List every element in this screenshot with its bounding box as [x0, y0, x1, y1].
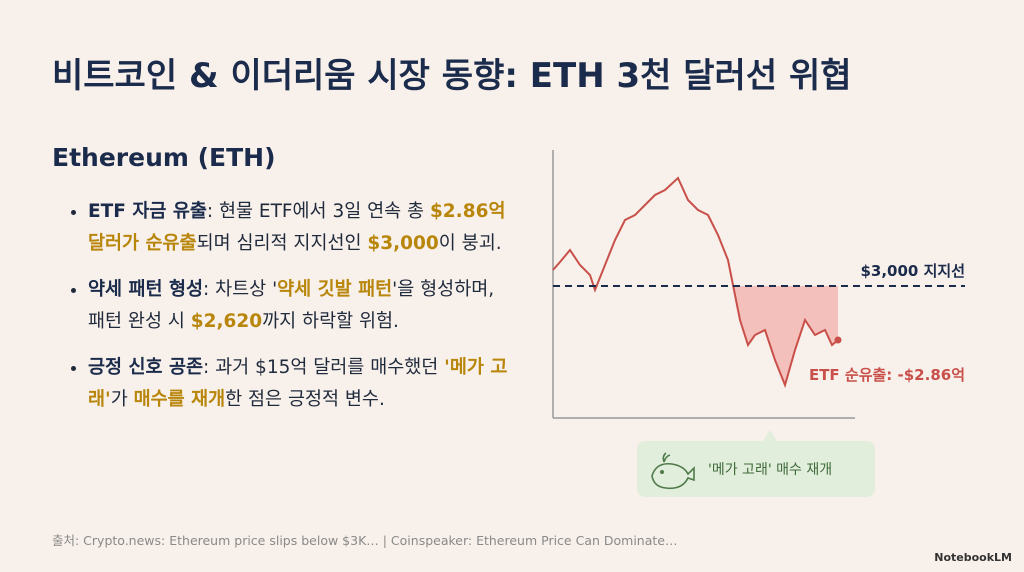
whale-icon: [651, 452, 695, 490]
bullet-text: $3,000: [367, 233, 439, 254]
bullet-text: '을 형성하며, 패턴 완성 시: [88, 279, 495, 332]
bullet-text: 되며 심리적 지지선인: [196, 233, 368, 254]
bullet-text: 이 붕괴.: [438, 233, 502, 254]
source: 출처: Crypto.news: Ethereum price slips be…: [52, 533, 678, 548]
section-heading: Ethereum (ETH): [52, 143, 276, 172]
bullet-text: 한 점은 긍정적 변수.: [225, 389, 385, 410]
badge-text: '메가 고래' 매수 재개: [708, 462, 832, 478]
bullet-text: 약세 깃발 패턴: [277, 279, 393, 300]
outflow-area: [733, 286, 838, 385]
bullet-list: ETF 자금 유출: 현물 ETF에서 3일 연속 총 $2.86억 달러가 순…: [66, 196, 508, 430]
bullet-text: $2,620: [190, 311, 263, 332]
bullet-text: 가: [110, 389, 134, 410]
bullet-text: : 현물 ETF에서 3일 연속 총: [206, 201, 430, 222]
bullet-text: : 차트상 ': [203, 279, 278, 300]
end-dot: [834, 336, 842, 344]
bullet-text: ETF 자금 유출: [88, 201, 207, 222]
bullet-text: : 과거 $15억 달러를 매수했던: [203, 357, 445, 378]
bullet-text: 긍정 신호 공존: [88, 357, 204, 378]
brand: NotebookLM: [934, 551, 1012, 564]
bullet: 약세 패턴 형성: 차트상 '약세 깃발 패턴'을 형성하며, 패턴 완성 시 …: [88, 274, 508, 338]
bullet-text: 매수를 재개: [133, 389, 226, 410]
bullet-text: '메가 고래': [88, 357, 508, 410]
outflow-label: ETF 순유출: -$2.86억: [809, 366, 965, 384]
badge: [637, 441, 875, 497]
bullet-text: $2.86억 달러가 순유출: [88, 201, 506, 254]
bullet-text: 약세 패턴 형성: [88, 279, 204, 300]
title: 비트코인 & 이더리움 시장 동향: ETH 3천 달러선 위협: [52, 56, 852, 96]
badge-pointer: [763, 430, 777, 441]
bullet-text: 까지 하락할 위험.: [262, 311, 399, 332]
bullet: ETF 자금 유출: 현물 ETF에서 3일 연속 총 $2.86억 달러가 순…: [88, 196, 508, 260]
bullet: 긍정 신호 공존: 과거 $15억 달러를 매수했던 '메가 고래'가 매수를 …: [88, 352, 508, 416]
price-line: [552, 176, 839, 389]
support-label: $3,000 지지선: [860, 262, 965, 280]
